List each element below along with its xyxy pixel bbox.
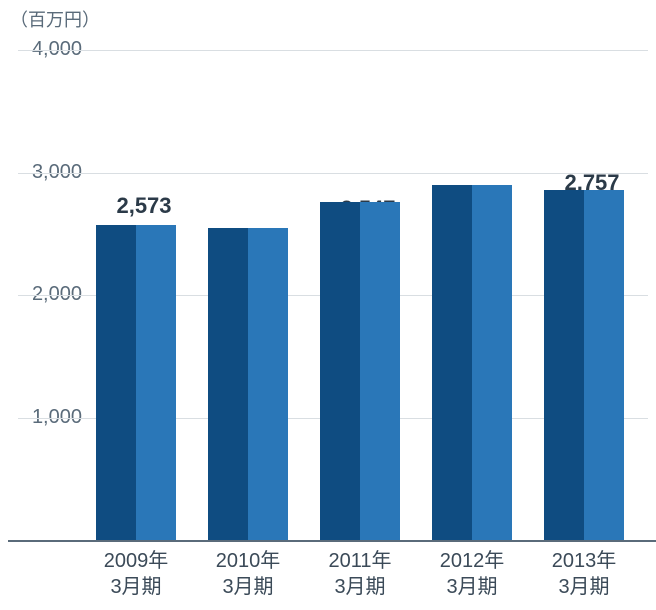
x-tick-line2: 3月期: [416, 574, 528, 600]
bar-segment-light: [584, 190, 624, 540]
bar-segment-dark: [320, 202, 360, 540]
x-tick-line2: 3月期: [80, 574, 192, 600]
x-tick-label: 2013年3月期: [528, 548, 640, 600]
bar-segment-light: [360, 202, 400, 540]
bar-segment-dark: [544, 190, 584, 540]
bar-group: 2,897: [432, 50, 512, 540]
x-tick-label: 2010年3月期: [192, 548, 304, 600]
x-tick-line1: 2011年: [304, 548, 416, 574]
bar-value-label: 2,573: [94, 193, 194, 219]
bar-segment-light: [472, 185, 512, 540]
bar-group: 2,573: [96, 50, 176, 540]
x-tick-line1: 2009年: [80, 548, 192, 574]
bar-group: 2,860: [544, 50, 624, 540]
x-tick-label: 2012年3月期: [416, 548, 528, 600]
bar-group: 2,547: [208, 50, 288, 540]
x-axis-baseline: [8, 540, 656, 542]
x-tick-line1: 2010年: [192, 548, 304, 574]
x-tick-label: 2009年3月期: [80, 548, 192, 600]
x-tick-line2: 3月期: [528, 574, 640, 600]
bar-group: 2,757: [320, 50, 400, 540]
bar-segment-dark: [432, 185, 472, 540]
x-tick-line1: 2012年: [416, 548, 528, 574]
unit-label: （百万円）: [10, 6, 100, 32]
plot-area: 2,573 2,547 2,757 2,897 2,860: [88, 50, 648, 540]
x-tick-line1: 2013年: [528, 548, 640, 574]
bar-segment-light: [136, 225, 176, 540]
x-tick-line2: 3月期: [304, 574, 416, 600]
bar-segment-dark: [208, 228, 248, 540]
x-tick-label: 2011年3月期: [304, 548, 416, 600]
bar-segment-dark: [96, 225, 136, 540]
x-tick-line2: 3月期: [192, 574, 304, 600]
bar-segment-light: [248, 228, 288, 540]
bar-chart: （百万円） 1,0002,0003,0004,000 2,5732,5472,7…: [0, 0, 656, 610]
